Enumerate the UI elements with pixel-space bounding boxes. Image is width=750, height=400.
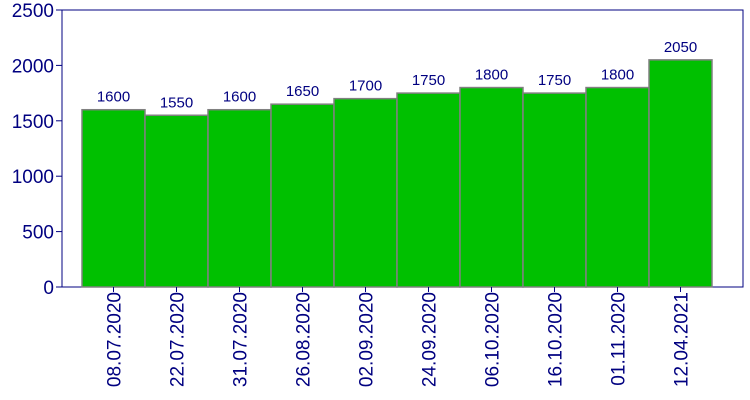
x-tick-label: 22.07.2020 xyxy=(168,292,189,387)
bar xyxy=(270,103,335,288)
bar xyxy=(81,108,146,288)
y-tick-label: 2000 xyxy=(12,56,54,77)
bar xyxy=(396,92,461,288)
bar-series xyxy=(81,59,713,288)
y-axis: 0 500 1000 1500 2000 2500 xyxy=(12,1,62,299)
bar xyxy=(144,114,209,288)
bar xyxy=(459,86,524,288)
data-label: 1600 xyxy=(223,89,256,106)
data-label: 1600 xyxy=(97,89,130,106)
x-tick-label: 01.11.2020 xyxy=(609,292,630,386)
y-tick-label: 2500 xyxy=(12,1,54,22)
x-tick-label: 02.09.2020 xyxy=(357,292,378,387)
x-tick-label: 31.07.2020 xyxy=(231,292,252,387)
x-axis: 08.07.2020 22.07.2020 31.07.2020 26.08.2020… xyxy=(105,287,693,387)
y-tick-label: 1000 xyxy=(12,167,54,188)
data-label: 1750 xyxy=(412,72,445,89)
data-label: 1750 xyxy=(538,72,571,89)
x-tick-label: 16.10.2020 xyxy=(546,292,567,387)
x-tick-label: 12.04.2021 xyxy=(672,292,693,387)
y-tick-label: 500 xyxy=(22,223,54,244)
bar xyxy=(333,97,398,288)
data-label: 2050 xyxy=(664,39,697,56)
x-tick-label: 08.07.2020 xyxy=(105,292,126,387)
data-label: 1800 xyxy=(601,67,634,84)
x-tick-label: 26.08.2020 xyxy=(294,292,315,387)
data-labels: 1600 1550 1600 1650 1700 1750 1800 1750 1800 2050 xyxy=(97,39,697,111)
data-label: 1700 xyxy=(349,78,382,95)
bar xyxy=(648,59,713,288)
x-tick-label: 24.09.2020 xyxy=(420,292,441,387)
data-label: 1550 xyxy=(160,94,193,111)
bar xyxy=(207,108,272,288)
y-tick-label: 0 xyxy=(43,278,54,299)
data-label: 1650 xyxy=(286,83,319,100)
data-label: 1800 xyxy=(475,67,508,84)
y-tick-label: 1500 xyxy=(12,112,54,133)
bar xyxy=(585,86,650,288)
bar xyxy=(522,92,587,288)
x-tick-label: 06.10.2020 xyxy=(483,292,504,387)
